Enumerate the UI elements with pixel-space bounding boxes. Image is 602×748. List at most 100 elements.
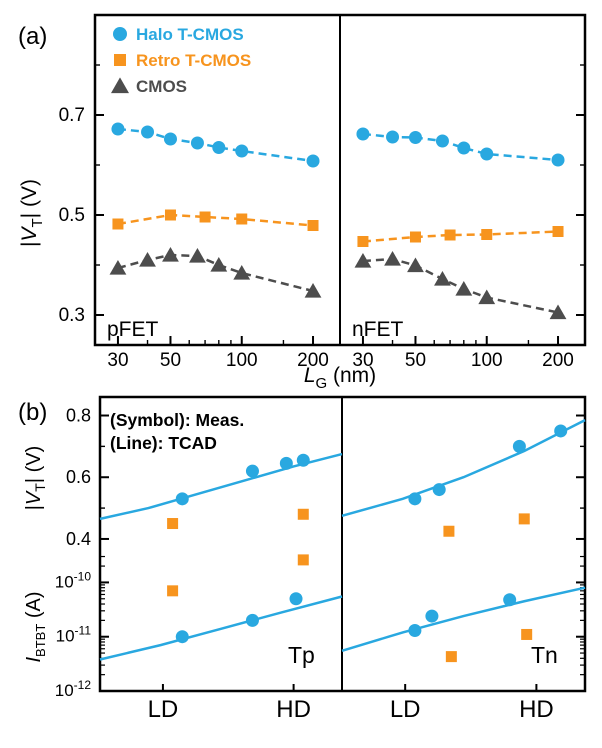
panel-b-axes: 0.4 0.6 0.8 10-10 10-11 10-12 LD HD LD HD (55, 395, 587, 723)
data-point-square (307, 220, 319, 231)
data-point-square (114, 54, 126, 66)
data-point-circle (306, 154, 320, 168)
data-point-circle (512, 439, 526, 453)
data-point-circle (356, 127, 370, 141)
data-point-triangle (478, 289, 496, 305)
data-point-square (199, 211, 211, 223)
data-point-square (167, 518, 179, 530)
data-point-triangle (233, 264, 251, 280)
vt-tick-label: 0.6 (66, 467, 91, 487)
y-tick-label: 0.7 (59, 105, 85, 126)
tcad-line (341, 586, 586, 653)
data-point-triangle (210, 256, 228, 272)
data-point-circle (425, 609, 439, 623)
data-point-circle (386, 130, 400, 144)
data-point-circle (141, 125, 155, 139)
legend-label-retro-t-cmos: Retro T-CMOS (136, 51, 251, 70)
x-category-label: LD (390, 696, 421, 723)
data-point-circle (289, 592, 303, 606)
data-point-circle (457, 141, 471, 155)
series-line (117, 213, 314, 227)
vt-tick-label: 0.4 (66, 529, 91, 549)
subplot-label-tp: Tp (288, 642, 315, 668)
y-tick-label: 0.3 (59, 305, 85, 326)
x-tick-label: 50 (405, 350, 426, 371)
x-tick-label: 30 (352, 350, 373, 371)
panel-a-axes: 0.3 0.5 0.7 30 50 100 200 30 50 100 200 (59, 13, 587, 371)
vt-tick-label: 0.8 (66, 406, 91, 426)
subplot-label-nfet: nFET (352, 318, 404, 341)
x-tick-label: 30 (107, 350, 128, 371)
data-point-circle (551, 153, 565, 167)
panel-a-label: (a) (18, 23, 47, 50)
data-point-circle (235, 144, 249, 158)
series-line (362, 257, 559, 314)
ibtbt-tick-label: 10-10 (55, 569, 92, 591)
x-category-label: HD (276, 696, 311, 723)
data-point-circle (432, 483, 446, 497)
x-tick-label: 200 (297, 350, 329, 371)
ibtbt-tick-label: 10-11 (56, 624, 92, 646)
data-point-triangle (549, 304, 567, 320)
data-point-circle (190, 136, 204, 150)
x-category-label: HD (519, 696, 554, 723)
data-point-circle (554, 424, 568, 438)
x-tick-label: 100 (226, 350, 258, 371)
panel-a-x-axis-label: LG (nm) (304, 364, 376, 390)
data-point-square (297, 508, 309, 520)
data-point-circle (175, 630, 189, 644)
data-point-square (112, 218, 124, 230)
annotation-line-tcad: (Line): TCAD (110, 433, 217, 453)
data-point-triangle (109, 259, 127, 275)
data-point-square (167, 585, 179, 597)
legend-label-cmos: CMOS (136, 77, 187, 96)
data-point-square (444, 229, 456, 241)
data-point-square (409, 231, 421, 243)
data-point-square (445, 651, 457, 663)
data-point-triangle (162, 246, 179, 262)
data-point-square (518, 513, 530, 525)
data-point-circle (245, 613, 259, 627)
panel-a-plot: (a) Halo T-CMOS Retro T-CMOS CMOS pFET n… (18, 13, 587, 390)
data-point-circle (296, 453, 310, 467)
data-point-circle (435, 134, 449, 148)
data-point-triangle (111, 77, 129, 94)
panel-a-series-pFET (109, 122, 322, 298)
data-point-square (297, 554, 309, 566)
data-point-circle (111, 122, 125, 136)
data-point-triangle (304, 282, 322, 298)
y-tick-label: 0.5 (59, 205, 85, 226)
data-point-circle (408, 492, 422, 506)
data-point-circle (212, 141, 226, 154)
data-point-circle (480, 147, 494, 161)
data-point-triangle (434, 270, 451, 286)
x-category-label: LD (148, 696, 179, 723)
data-point-circle (163, 132, 177, 146)
data-point-triangle (384, 250, 401, 266)
data-point-circle (245, 464, 259, 478)
panel-b-series-Tp (99, 452, 343, 661)
panel-b-vt-axis-label: |VT| (V) (23, 446, 48, 511)
legend-label-halo-t-cmos: Halo T-CMOS (136, 25, 244, 44)
x-tick-label: 200 (542, 350, 574, 371)
panel-b-label: (b) (18, 399, 47, 426)
data-point-circle (113, 27, 127, 41)
data-point-circle (279, 456, 293, 470)
panel-b-series-Tn (341, 419, 586, 663)
data-point-triangle (139, 251, 156, 267)
data-point-circle (175, 492, 189, 506)
data-point-circle (408, 624, 422, 638)
panel-a-series-nFET (354, 127, 567, 320)
panel-a-y-axis-label: |VT| (V) (18, 179, 46, 247)
series-line (362, 230, 559, 243)
data-point-square (236, 213, 248, 225)
data-point-square (357, 236, 369, 247)
data-point-square (443, 525, 455, 537)
data-point-square (521, 628, 533, 640)
tcad-line (99, 595, 343, 661)
data-point-circle (408, 131, 422, 144)
annotation-symbol-meas: (Symbol): Meas. (110, 410, 244, 430)
x-tick-label: 50 (160, 350, 181, 371)
data-point-circle (503, 593, 517, 607)
